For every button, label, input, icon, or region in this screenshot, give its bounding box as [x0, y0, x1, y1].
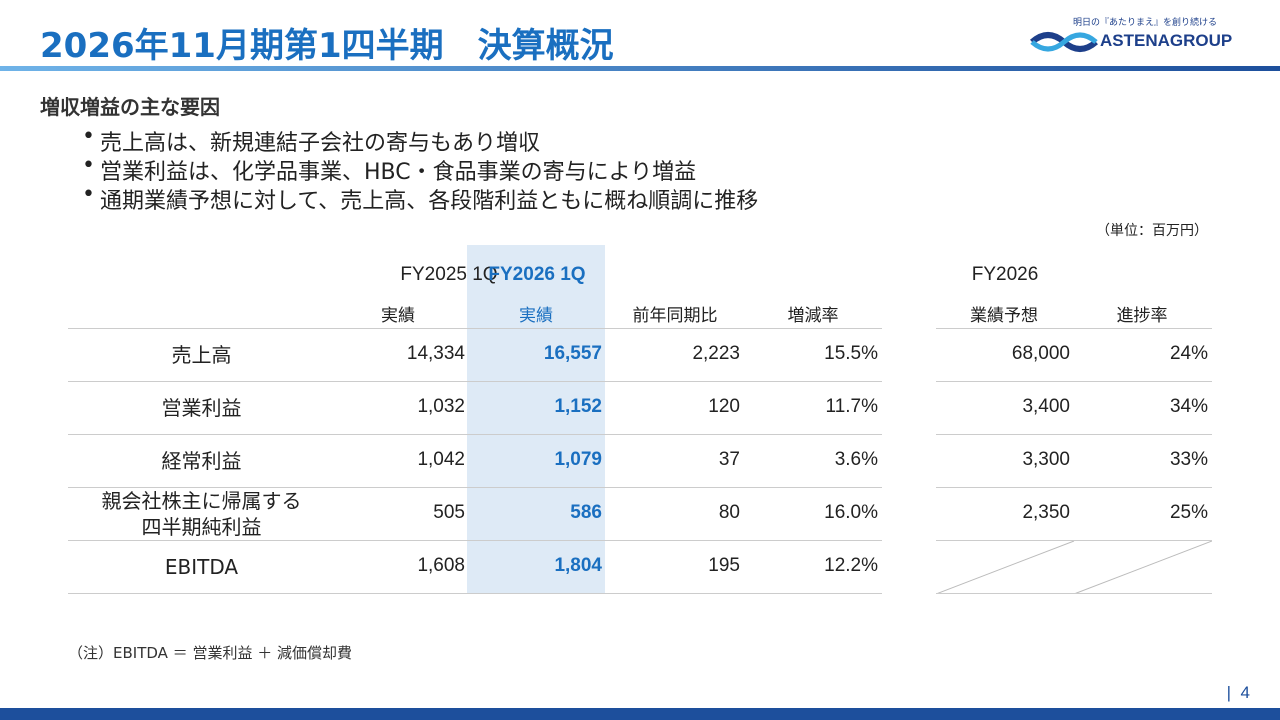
- bullet-dot: •: [82, 182, 95, 207]
- logo-name: ASTENAGROUP: [1100, 31, 1233, 50]
- table-cell: 2,223: [692, 343, 740, 364]
- row-line: [68, 540, 882, 541]
- footnote: （注）EBITDA ＝ 営業利益 ＋ 減価償却費: [68, 644, 352, 662]
- logo-tagline: 明日の『あたりまえ』を創り続ける: [1073, 18, 1218, 28]
- slash: [935, 540, 1213, 595]
- row-line: [936, 487, 1212, 488]
- row-label-line: 四半期純利益: [141, 515, 262, 539]
- column-header: 実績: [381, 306, 415, 326]
- table-cell: 1,079: [554, 449, 602, 470]
- row-line: [68, 593, 882, 594]
- row-label-line: 経常利益: [161, 449, 242, 473]
- table-cell: 1,042: [417, 449, 465, 470]
- row-label: 経常利益: [68, 448, 335, 474]
- row-label: 親会社株主に帰属する 四半期純利益: [68, 488, 335, 540]
- table-cell: 37: [718, 449, 740, 470]
- row-line: [936, 328, 1212, 329]
- table-cell: 14,334: [406, 343, 465, 364]
- table-cell: 15.5%: [824, 343, 878, 364]
- table-cell: 1,608: [417, 555, 465, 576]
- table-cell: 25%: [1169, 502, 1208, 523]
- page-number: 4: [1240, 683, 1250, 702]
- column-header: 前年同期比: [632, 306, 718, 326]
- row-label-line: 親会社株主に帰属する: [101, 489, 302, 513]
- slide-title: 2026年11月期第1四半期 決算概況: [40, 26, 614, 66]
- table-cell: 505: [433, 502, 465, 523]
- empty-cell-slash: [935, 540, 1213, 598]
- bullet-text: 営業利益は、化学品事業、HBC・食品事業の寄与により増益: [100, 160, 697, 185]
- table-cell: 16.0%: [824, 502, 878, 523]
- highlight-column: [467, 245, 605, 593]
- row-label: 売上高: [68, 342, 335, 368]
- row-line: [68, 434, 882, 435]
- logo-mark: [1030, 32, 1098, 52]
- row-label: 営業利益: [68, 395, 335, 421]
- row-label-line: 売上高: [171, 343, 232, 367]
- row-line: [936, 381, 1212, 382]
- table-cell: 33%: [1169, 449, 1208, 470]
- section-heading: 増収増益の主な要因: [40, 95, 220, 119]
- table-cell: 24%: [1169, 343, 1208, 364]
- table-cell: 3.6%: [834, 449, 878, 470]
- row-line: [68, 381, 882, 382]
- table-cell: 68,000: [1011, 343, 1070, 364]
- column-header: 実績: [519, 306, 553, 326]
- table-cell: 1,032: [417, 396, 465, 417]
- row-line: [936, 434, 1212, 435]
- row-label-line: EBITDA: [164, 555, 239, 579]
- column-header: 業績予想: [970, 306, 1038, 326]
- row-line: [936, 540, 1212, 541]
- bullet-text: 売上高は、新規連結子会社の寄与もあり増収: [100, 131, 541, 156]
- table-cell: 2,350: [1022, 502, 1070, 523]
- table-cell: 195: [708, 555, 740, 576]
- group-header: FY2026: [971, 264, 1039, 285]
- table-cell: 3,300: [1022, 449, 1070, 470]
- table-cell: 120: [708, 396, 740, 417]
- table-cell: 1,804: [554, 555, 602, 576]
- row-line: [68, 487, 882, 488]
- table-cell: 16,557: [543, 343, 602, 364]
- unit-note: （単位：百万円）: [1096, 223, 1208, 239]
- group-header: FY2025 1Q: [400, 264, 498, 285]
- column-header: 進捗率: [1116, 306, 1168, 326]
- table-cell: 3,400: [1022, 396, 1070, 417]
- group-header: FY2026 1Q: [488, 264, 586, 285]
- table-cell: 80: [718, 502, 740, 523]
- bullet-text: 通期業績予想に対して、売上高、各段階利益ともに概ね順調に推移: [100, 189, 759, 214]
- row-line: [936, 593, 1212, 594]
- table-cell: 1,152: [554, 396, 602, 417]
- header-bar: [0, 66, 1280, 71]
- column-header: 増減率: [787, 306, 839, 326]
- row-label-line: 営業利益: [161, 396, 242, 420]
- bullet-dot: •: [82, 124, 95, 149]
- table-cell: 11.7%: [825, 396, 878, 417]
- row-line: [68, 328, 882, 329]
- row-label: EBITDA: [68, 554, 335, 580]
- table-cell: 12.2%: [824, 555, 878, 576]
- footer-bar: [0, 708, 1280, 720]
- page-number-wrap: | 4: [1226, 683, 1250, 702]
- table-cell: 586: [570, 502, 602, 523]
- bullet-dot: •: [82, 153, 95, 178]
- table-cell: 34%: [1169, 396, 1208, 417]
